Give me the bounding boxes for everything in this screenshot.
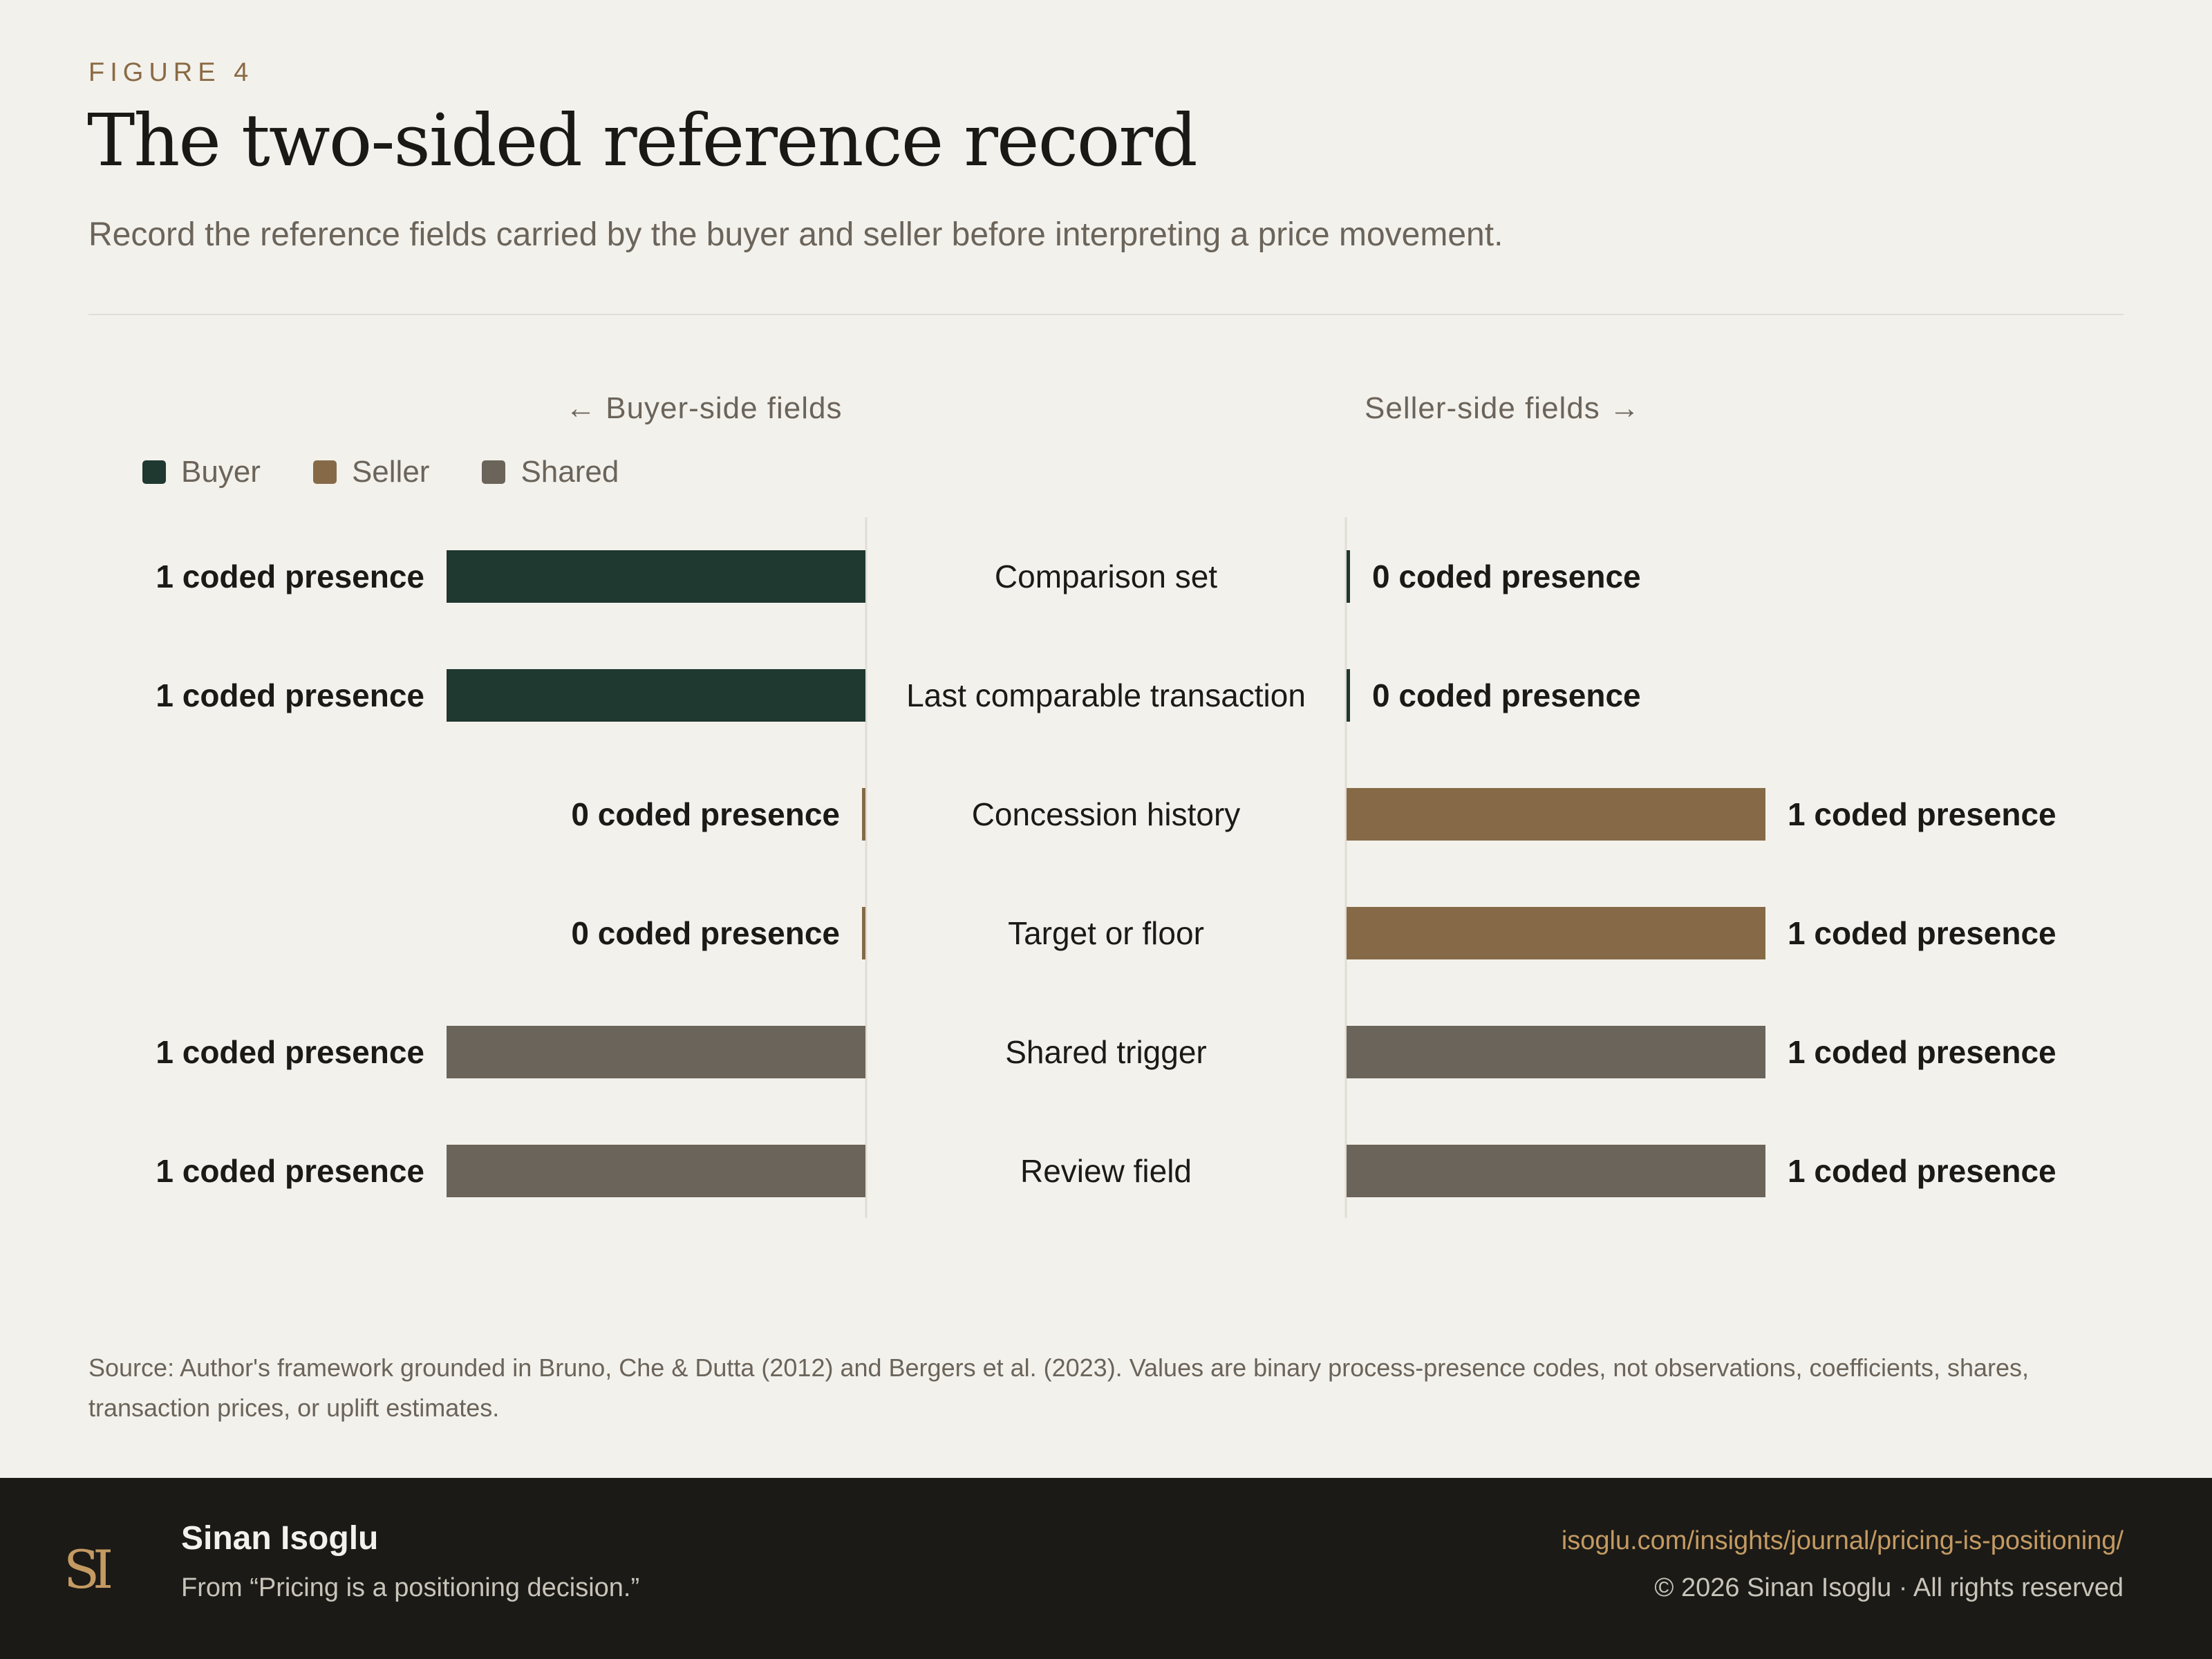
buyer-bar-target-or-floor: [862, 907, 865, 959]
buyer-value-label-review-field: 1 coded presence: [156, 1153, 424, 1189]
seller-bar-target-or-floor: [1347, 907, 1765, 959]
buyer-bar-last-comparable-transaction: [447, 669, 865, 722]
legend-item-buyer: Buyer: [142, 455, 261, 489]
category-label-target-or-floor: Target or floor: [1008, 915, 1204, 951]
buyer-value-label-comparison-set: 1 coded presence: [156, 559, 424, 594]
buyer-value-label-shared-trigger: 1 coded presence: [156, 1034, 424, 1070]
category-label-shared-trigger: Shared trigger: [1005, 1034, 1207, 1070]
legend-label-buyer: Buyer: [181, 455, 261, 489]
footer-article-reference: From “Pricing is a positioning decision.…: [181, 1573, 640, 1602]
seller-bar-comparison-set: [1347, 550, 1350, 603]
header-divider: [88, 314, 2124, 315]
category-label-comparison-set: Comparison set: [995, 559, 1217, 594]
seller-bar-last-comparable-transaction: [1347, 669, 1350, 722]
chart-legend: Buyer Seller Shared: [142, 455, 671, 489]
category-label-last-comparable-transaction: Last comparable transaction: [906, 677, 1306, 713]
category-label-review-field: Review field: [1020, 1153, 1192, 1189]
legend-item-seller: Seller: [312, 455, 430, 489]
legend-label-shared: Shared: [521, 455, 619, 489]
figure-eyebrow: FIGURE 4: [88, 58, 254, 87]
buyer-bar-shared-trigger: [447, 1026, 865, 1078]
seller-value-label-comparison-set: 0 coded presence: [1372, 559, 1641, 594]
buyer-value-label-target-or-floor: 0 coded presence: [571, 915, 840, 951]
seller-value-label-review-field: 1 coded presence: [1788, 1153, 2056, 1189]
buyer-value-label-last-comparable-transaction: 1 coded presence: [156, 677, 424, 713]
page-title: The two-sided reference record: [87, 98, 1198, 182]
legend-swatch-seller: [312, 460, 337, 484]
buyer-value-label-concession-history: 0 coded presence: [571, 796, 840, 832]
seller-value-label-shared-trigger: 1 coded presence: [1788, 1034, 2056, 1070]
buyer-bar-review-field: [447, 1145, 865, 1197]
footer-author: Sinan Isoglu: [181, 1520, 379, 1557]
legend-swatch-shared: [482, 460, 506, 484]
category-label-concession-history: Concession history: [972, 796, 1241, 832]
buyer-bar-concession-history: [862, 788, 865, 841]
seller-bar-shared-trigger: [1347, 1026, 1765, 1078]
footer-url-link[interactable]: isoglu.com/insights/journal/pricing-is-p…: [1561, 1526, 2124, 1555]
legend-item-shared: Shared: [482, 455, 619, 489]
seller-value-label-last-comparable-transaction: 0 coded presence: [1372, 677, 1641, 713]
legend-swatch-buyer: [142, 460, 166, 484]
source-note: Source: Author's framework grounded in B…: [88, 1353, 2030, 1422]
footer-copyright: © 2026 Sinan Isoglu · All rights reserve…: [1654, 1573, 2124, 1602]
legend-label-seller: Seller: [351, 455, 430, 489]
seller-value-label-target-or-floor: 1 coded presence: [1788, 915, 2056, 951]
footer: SI Sinan Isoglu From “Pricing is a posit…: [0, 1478, 2212, 1659]
butterfly-bar-chart: Comparison set 1 coded presence 0 coded pr…: [156, 517, 2056, 1218]
seller-bar-review-field: [1347, 1145, 1765, 1197]
seller-bar-concession-history: [1347, 788, 1765, 841]
author-logo: SI: [64, 1539, 113, 1600]
buyer-side-axis-label: ← Buyer-side fields: [565, 391, 843, 425]
seller-side-axis-label: Seller-side fields →: [1365, 391, 1641, 425]
seller-value-label-concession-history: 1 coded presence: [1788, 796, 2056, 832]
page-subtitle: Record the reference fields carried by t…: [88, 216, 1503, 253]
buyer-bar-comparison-set: [447, 550, 865, 603]
